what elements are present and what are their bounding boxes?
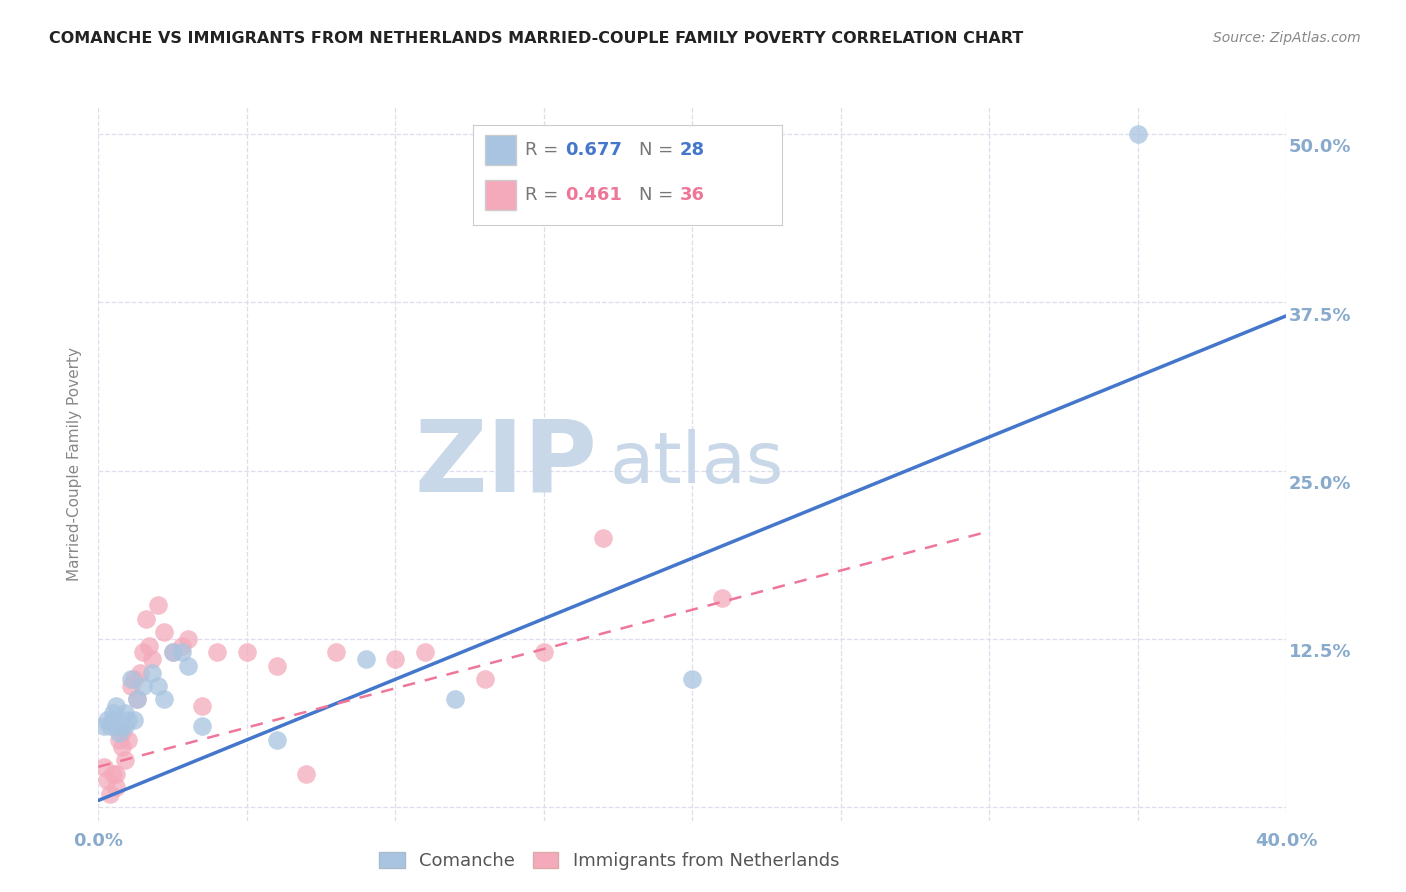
Text: COMANCHE VS IMMIGRANTS FROM NETHERLANDS MARRIED-COUPLE FAMILY POVERTY CORRELATIO: COMANCHE VS IMMIGRANTS FROM NETHERLANDS … (49, 31, 1024, 46)
Point (122, 673, 145, 687)
Point (103, 766, 125, 780)
Point (103, 706, 125, 720)
Point (413, 645, 436, 659)
Point (170, 639, 193, 653)
Point (114, 719, 136, 733)
Point (111, 726, 134, 740)
Point (295, 766, 318, 780)
Point (111, 719, 134, 733)
Point (711, 591, 734, 606)
Point (205, 645, 228, 659)
Point (354, 652, 377, 666)
Point (132, 679, 155, 693)
Text: 37.5%: 37.5% (1289, 307, 1351, 325)
Point (135, 612, 157, 626)
Point (162, 645, 184, 659)
Point (105, 719, 128, 733)
Point (98, 787, 121, 801)
Point (96, 713, 118, 727)
Point (108, 726, 131, 740)
Point (533, 645, 555, 659)
Point (146, 679, 169, 693)
Point (114, 706, 136, 720)
Point (98, 719, 121, 733)
Point (384, 652, 406, 666)
Point (474, 673, 496, 687)
Point (120, 679, 142, 693)
Point (103, 713, 125, 727)
Point (152, 692, 174, 706)
Text: ZIP: ZIP (415, 416, 598, 512)
Point (96, 773, 118, 788)
Point (117, 713, 139, 727)
Point (266, 658, 288, 673)
Y-axis label: Married-Couple Family Poverty: Married-Couple Family Poverty (67, 347, 83, 581)
Point (93, 719, 115, 733)
Point (129, 665, 152, 680)
Point (236, 645, 259, 659)
Point (176, 632, 198, 646)
Legend: Comanche, Immigrants from Netherlands: Comanche, Immigrants from Netherlands (370, 843, 848, 880)
Point (162, 645, 184, 659)
Point (122, 713, 145, 727)
Text: Source: ZipAtlas.com: Source: ZipAtlas.com (1213, 31, 1361, 45)
Point (105, 766, 128, 780)
Point (1126, 127, 1149, 141)
Point (141, 665, 163, 680)
Point (266, 732, 288, 747)
Point (114, 753, 136, 767)
Point (111, 739, 134, 754)
Point (191, 699, 214, 714)
Point (125, 692, 148, 706)
Point (152, 625, 174, 640)
Text: atlas: atlas (609, 429, 783, 499)
Text: 12.5%: 12.5% (1289, 643, 1351, 661)
Point (138, 639, 160, 653)
Point (592, 531, 614, 545)
Point (325, 645, 347, 659)
Point (191, 719, 214, 733)
Point (132, 645, 155, 659)
Text: 50.0%: 50.0% (1289, 138, 1351, 156)
Point (93, 760, 115, 774)
Point (443, 692, 465, 706)
Point (105, 699, 128, 714)
Text: 25.0%: 25.0% (1289, 475, 1351, 493)
Point (141, 652, 163, 666)
Point (170, 645, 193, 659)
Point (146, 598, 169, 612)
Point (105, 780, 128, 794)
Point (108, 732, 131, 747)
Point (681, 673, 703, 687)
Point (120, 673, 142, 687)
Point (117, 732, 139, 747)
Point (176, 658, 198, 673)
Point (125, 692, 148, 706)
